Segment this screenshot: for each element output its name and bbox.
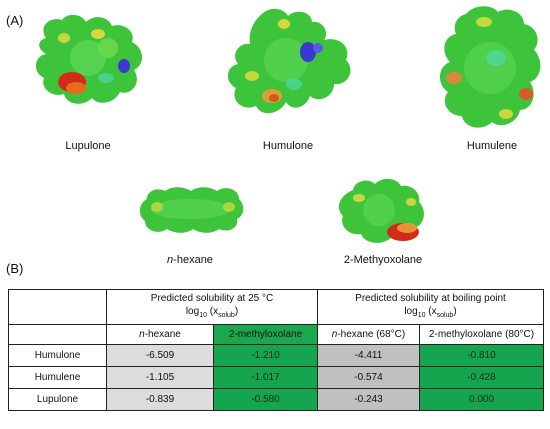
panel-label-a: (A) <box>6 13 24 28</box>
table-row: Humulone -6.509 -1.210 -4.411 -0.810 <box>8 344 544 367</box>
humulene-label: Humulene <box>466 140 518 152</box>
cell-hexane-25c: -6.509 <box>106 344 214 367</box>
lupulone-label: Lupulone <box>65 140 111 152</box>
n-hexane-label-rest: -hexane <box>173 254 213 266</box>
humulone-label: Humulone <box>262 140 314 152</box>
cell-methyloxolane-25c: -1.210 <box>213 344 318 367</box>
cell-hexane-25c: -0.839 <box>106 388 214 411</box>
group-header-25c-title: Predicted solubility at 25 °C <box>150 293 274 305</box>
subheader-methyloxolane-bp: 2-methyloxolane (80°C) <box>419 324 544 345</box>
group-header-25c-unit: log10 (xsolub) <box>185 305 239 319</box>
row-label: Humulene <box>8 366 107 389</box>
table-corner-cell <box>8 289 107 325</box>
row-label: Humulone <box>8 344 107 367</box>
2-methyloxolane-label: 2-Methyoxolane <box>343 254 423 266</box>
table-row: Lupulone -0.839 -0.580 -0.243 0.000 <box>8 388 544 411</box>
cell-methyloxolane-bp: -0.428 <box>419 366 544 389</box>
cell-methyloxolane-25c: -1.017 <box>213 366 318 389</box>
n-hexane-label: n-hexane <box>150 254 230 266</box>
cell-methyloxolane-bp: 0.000 <box>419 388 544 411</box>
table-header-row: Predicted solubility at 25 °C log10 (xso… <box>8 289 544 325</box>
subheader-methyloxolane-25c: 2-methyloxolane <box>213 324 318 345</box>
table-row: Humulene -1.105 -1.017 -0.574 -0.428 <box>8 366 544 389</box>
cell-methyloxolane-bp: -0.810 <box>419 344 544 367</box>
2-methyloxolane-surface-image <box>335 176 427 246</box>
panel-label-b: (B) <box>6 261 24 276</box>
cell-hexane-bp: -0.574 <box>317 366 420 389</box>
group-header-25c: Predicted solubility at 25 °C log10 (xso… <box>106 289 318 325</box>
cell-hexane-bp: -4.411 <box>317 344 420 367</box>
lupulone-surface-image <box>28 8 158 120</box>
table-subheader-row: n-hexane 2-methyloxolane n-hexane (68°C)… <box>8 324 544 345</box>
row-label: Lupulone <box>8 388 107 411</box>
humulone-surface-image <box>222 4 360 132</box>
n-hexane-label-italic: n <box>167 254 174 266</box>
cell-methyloxolane-25c: -0.580 <box>213 388 318 411</box>
group-header-boiling-point: Predicted solubility at boiling point lo… <box>317 289 544 325</box>
group-header-bp-unit: log10 (xsolub) <box>404 305 457 319</box>
group-header-bp-title: Predicted solubility at boiling point <box>355 293 506 305</box>
n-hexane-surface-image <box>137 183 245 235</box>
solubility-table: Predicted solubility at 25 °C log10 (xso… <box>8 289 544 411</box>
cell-hexane-25c: -1.105 <box>106 366 214 389</box>
subheader-hexane-bp: n-hexane (68°C) <box>317 324 420 345</box>
subheader-hexane-25c: n-hexane <box>106 324 214 345</box>
cell-hexane-bp: -0.243 <box>317 388 420 411</box>
humulene-surface-image <box>436 2 544 138</box>
subheader-empty-cell <box>8 324 107 345</box>
